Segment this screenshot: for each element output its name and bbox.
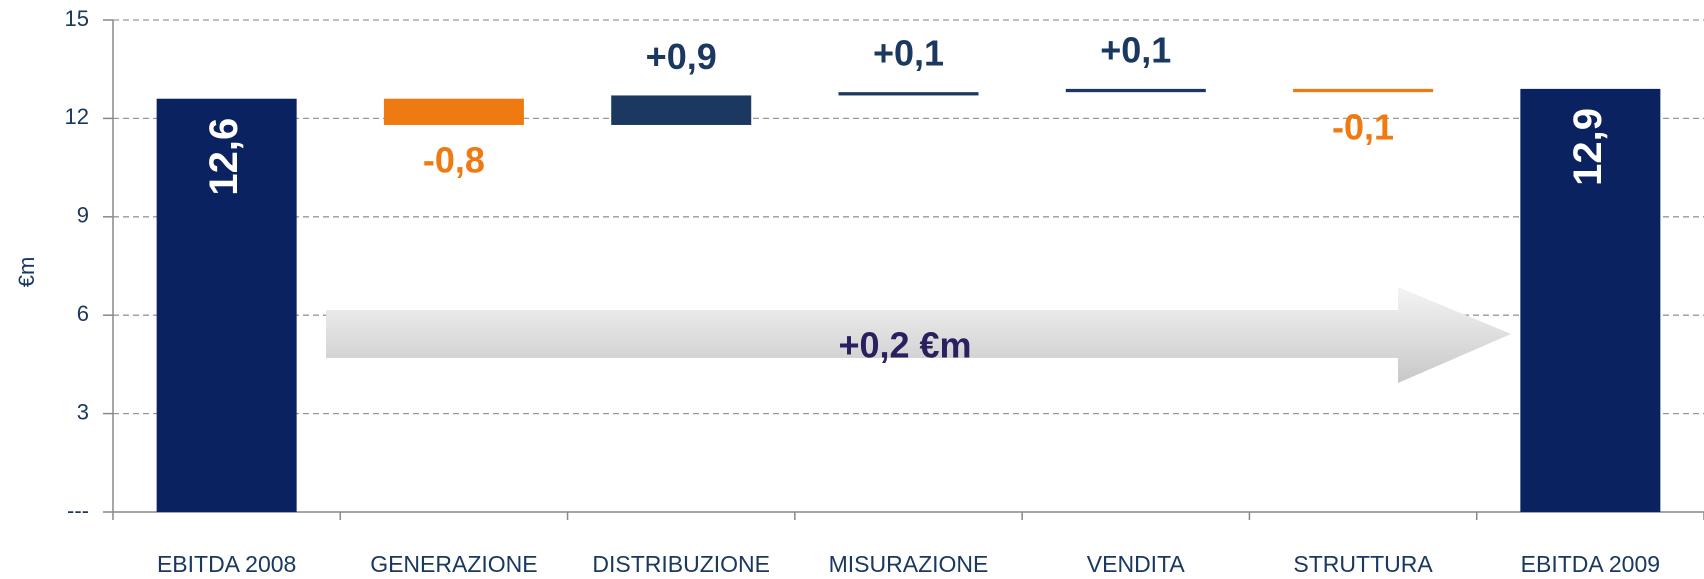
value-label: 12,6 (202, 118, 246, 196)
y-tick-label: 15 (65, 6, 89, 31)
y-tick-label: --- (67, 498, 89, 523)
value-label: -0,8 (423, 139, 485, 180)
value-label: +0,1 (873, 33, 944, 74)
value-label: 12,9 (1566, 108, 1610, 186)
x-tick-label: STRUTTURA (1293, 551, 1433, 577)
bar (838, 92, 979, 96)
value-label: +0,9 (646, 36, 717, 77)
bar (1293, 88, 1434, 93)
bar (1520, 88, 1661, 512)
y-tick-label: 6 (77, 301, 89, 326)
bar (1065, 88, 1206, 93)
y-tick-label: 12 (65, 104, 89, 129)
arrow (326, 287, 1511, 383)
y-tick-label: 9 (77, 203, 89, 228)
x-tick-label: DISTRIBUZIONE (592, 551, 770, 577)
bar (383, 98, 524, 125)
x-tick-label: MISURAZIONE (829, 551, 989, 577)
y-axis-label: €m (14, 257, 39, 288)
bar (156, 98, 297, 512)
x-tick-label: VENDITA (1087, 551, 1186, 577)
x-tick-label: EBITDA 2008 (157, 551, 296, 577)
x-tick-label: EBITDA 2009 (1521, 551, 1660, 577)
value-label: -0,1 (1332, 107, 1394, 148)
annotation: +0,2 €m (838, 325, 971, 366)
bar (611, 95, 752, 125)
x-tick-label: GENERAZIONE (370, 551, 537, 577)
y-tick-label: 3 (77, 399, 89, 424)
value-label: +0,1 (1100, 29, 1171, 70)
